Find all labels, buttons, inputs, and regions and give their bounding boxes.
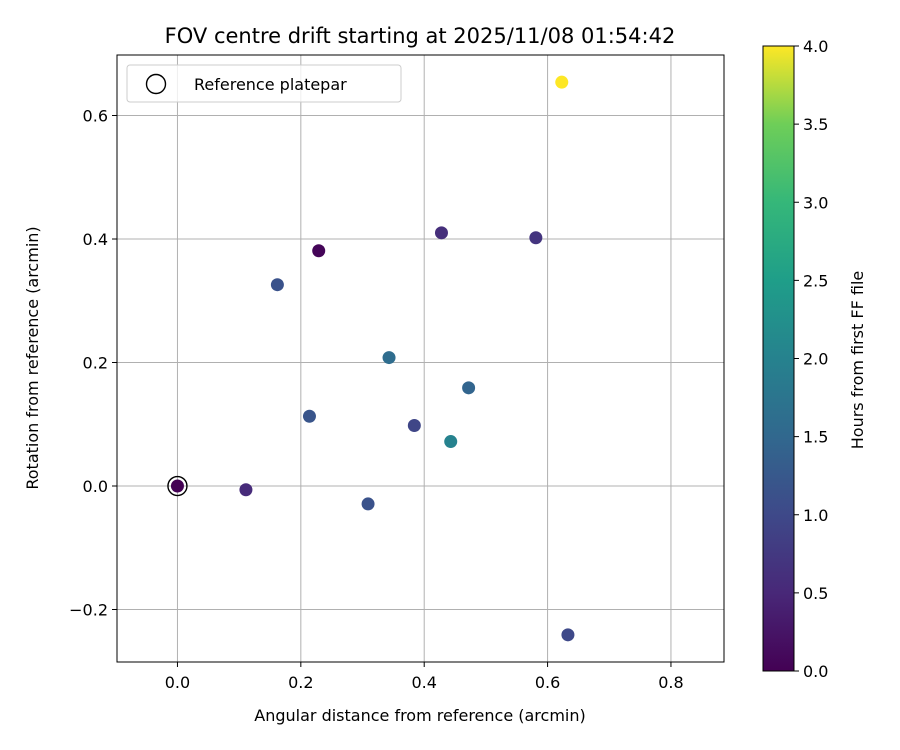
y-tick-label: 0.6 xyxy=(83,107,108,126)
data-point xyxy=(312,244,326,258)
plot-frame xyxy=(116,54,725,663)
x-tick-label: 0.0 xyxy=(165,673,190,692)
legend: Reference platepar xyxy=(126,64,402,103)
data-point xyxy=(434,226,448,240)
reference-platepar-marker xyxy=(167,475,188,497)
y-axis-ticks: −0.2 0.0 0.2 0.4 0.6 xyxy=(69,107,117,620)
data-point xyxy=(444,435,458,449)
data-point xyxy=(302,409,316,423)
colorbar-label: Hours from first FF file xyxy=(848,271,867,450)
y-tick-label: 0.4 xyxy=(83,230,108,249)
y-tick-label: 0.0 xyxy=(83,477,108,496)
data-point xyxy=(555,75,569,89)
x-tick-label: 0.4 xyxy=(411,673,436,692)
y-tick-label: 0.2 xyxy=(83,354,108,373)
x-tick-label: 0.6 xyxy=(535,673,560,692)
legend-box xyxy=(126,64,402,103)
colorbar-tick-label: 1.0 xyxy=(803,506,828,525)
y-axis-label: Rotation from reference (arcmin) xyxy=(23,226,42,489)
data-point xyxy=(529,231,543,245)
data-point xyxy=(239,483,253,497)
x-axis-ticks: 0.0 0.2 0.4 0.6 0.8 xyxy=(165,662,684,692)
colorbar xyxy=(762,45,795,672)
scatter-points xyxy=(167,75,575,642)
data-point xyxy=(361,497,375,511)
data-point xyxy=(270,278,284,292)
legend-reference-marker xyxy=(145,73,167,95)
y-tick-label: −0.2 xyxy=(69,601,108,620)
x-axis-label: Angular distance from reference (arcmin) xyxy=(254,706,585,725)
data-point xyxy=(462,381,476,395)
colorbar-tick-label: 2.0 xyxy=(803,350,828,369)
chart-title: FOV centre drift starting at 2025/11/08 … xyxy=(165,24,676,48)
colorbar-tick-label: 2.5 xyxy=(803,271,828,290)
legend-label-reference: Reference platepar xyxy=(194,75,347,94)
data-point xyxy=(407,418,421,432)
colorbar-tick-label: 0.0 xyxy=(803,662,828,681)
colorbar-tick-label: 3.0 xyxy=(803,193,828,212)
data-point xyxy=(561,628,575,642)
data-point xyxy=(170,479,184,493)
colorbar-tick-label: 3.5 xyxy=(803,115,828,134)
colorbar-tick-label: 1.5 xyxy=(803,428,828,447)
x-tick-label: 0.8 xyxy=(658,673,683,692)
x-tick-label: 0.2 xyxy=(288,673,313,692)
grid-lines xyxy=(117,55,724,662)
data-point xyxy=(382,351,396,365)
colorbar-tick-label: 4.0 xyxy=(803,37,828,56)
colorbar-tick-label: 0.5 xyxy=(803,584,828,603)
colorbar-ticks: 0.0 0.5 1.0 1.5 2.0 2.5 3.0 3.5 4.0 xyxy=(794,37,828,681)
